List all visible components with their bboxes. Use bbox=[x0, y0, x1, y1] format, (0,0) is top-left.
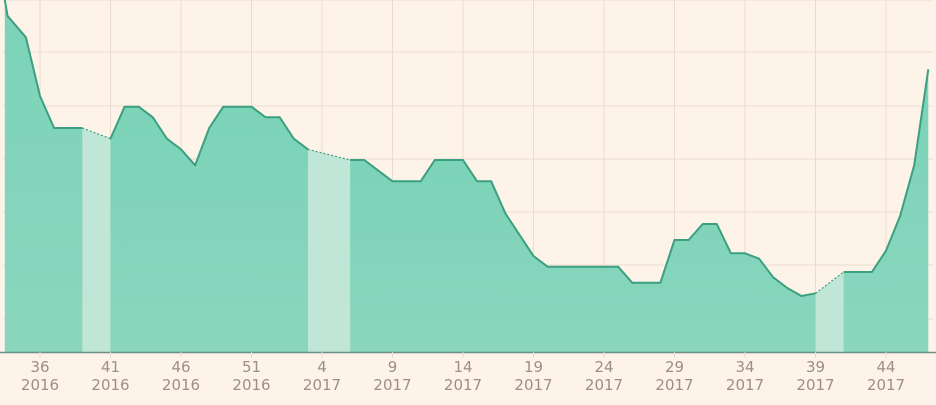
x-tick-year-label: 2017 bbox=[444, 376, 482, 394]
x-tick-week-label: 9 bbox=[388, 358, 398, 376]
gap-connector bbox=[307, 148, 351, 161]
missing-data-bands bbox=[82, 127, 845, 352]
area-segment bbox=[110, 106, 309, 352]
gap-connector bbox=[815, 271, 845, 294]
x-tick-year-label: 2017 bbox=[514, 376, 552, 394]
gap-band bbox=[82, 128, 111, 352]
x-tick-week-label: 51 bbox=[242, 358, 261, 376]
x-tick-year-label: 2016 bbox=[21, 376, 59, 394]
gap-band bbox=[307, 149, 351, 352]
gap-band bbox=[815, 272, 844, 352]
series-line bbox=[3, 0, 930, 297]
x-tick-week-label: 14 bbox=[453, 358, 472, 376]
x-tick-year-label: 2016 bbox=[162, 376, 200, 394]
x-tick-year-label: 2017 bbox=[655, 376, 693, 394]
x-tick-year-label: 2017 bbox=[726, 376, 764, 394]
x-tick-year-label: 2017 bbox=[585, 376, 623, 394]
x-tick-year-label: 2017 bbox=[867, 376, 905, 394]
x-tick-week-label: 36 bbox=[30, 358, 49, 376]
x-tick-week-label: 19 bbox=[524, 358, 543, 376]
x-tick-week-label: 4 bbox=[317, 358, 327, 376]
x-axis-ticks: 3620164120164620165120164201792017142017… bbox=[21, 352, 905, 394]
x-tick-week-label: 41 bbox=[101, 358, 120, 376]
x-tick-week-label: 34 bbox=[735, 358, 754, 376]
series-line-segment bbox=[3, 0, 84, 129]
area-segment bbox=[843, 69, 929, 353]
x-tick-week-label: 46 bbox=[171, 358, 190, 376]
gap-connector bbox=[82, 127, 111, 140]
series-line-segment bbox=[349, 159, 817, 297]
x-tick-year-label: 2016 bbox=[91, 376, 129, 394]
area-series bbox=[4, 0, 929, 353]
area-segment bbox=[350, 160, 816, 352]
x-tick-week-label: 29 bbox=[665, 358, 684, 376]
x-tick-week-label: 39 bbox=[806, 358, 825, 376]
x-tick-year-label: 2017 bbox=[373, 376, 411, 394]
x-tick-week-label: 44 bbox=[876, 358, 895, 376]
area-segment bbox=[4, 0, 83, 352]
x-tick-year-label: 2017 bbox=[303, 376, 341, 394]
x-tick-year-label: 2016 bbox=[232, 376, 270, 394]
x-tick-week-label: 24 bbox=[594, 358, 613, 376]
series-line-segment bbox=[109, 105, 309, 167]
x-tick-year-label: 2017 bbox=[796, 376, 834, 394]
series-line-segment bbox=[842, 69, 930, 273]
